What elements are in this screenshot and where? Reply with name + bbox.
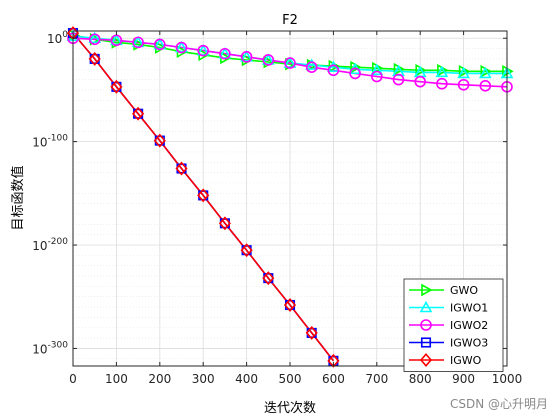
- y-tick-label: 10-100: [32, 134, 68, 150]
- data-point: [420, 319, 432, 331]
- series-markers: [66, 26, 514, 368]
- legend-label-igwo1: IGWO1: [450, 302, 488, 315]
- y-tick-label: 10-300: [32, 340, 68, 356]
- data-point: [240, 243, 253, 258]
- data-point: [479, 79, 492, 92]
- data-point: [110, 33, 123, 46]
- x-axis-label: 迭代次数: [264, 400, 316, 416]
- chart-title: F2: [282, 13, 298, 28]
- data-point: [478, 66, 492, 79]
- data-point: [327, 353, 340, 368]
- data-point: [219, 47, 231, 60]
- y-tick-label: 100: [47, 30, 68, 46]
- data-point: [327, 64, 340, 77]
- data-point: [88, 33, 101, 46]
- data-point: [88, 51, 101, 66]
- data-point: [132, 106, 145, 121]
- data-point: [419, 353, 433, 367]
- data-point: [414, 75, 427, 88]
- series-line-igwo2: [72, 37, 508, 88]
- data-point: [305, 61, 318, 73]
- data-point: [196, 43, 210, 56]
- x-tick-label: 800: [409, 372, 432, 386]
- data-point: [419, 300, 433, 313]
- legend-label-gwo: GWO: [450, 284, 478, 297]
- data-point: [218, 216, 231, 231]
- data-point: [88, 31, 102, 44]
- data-point: [132, 36, 144, 49]
- data-point: [261, 53, 275, 65]
- data-point: [240, 50, 253, 62]
- y-axis-label: 目标函数值: [10, 165, 26, 230]
- data-point: [197, 188, 210, 203]
- x-tick-label: 300: [192, 372, 215, 386]
- series-line-igwo: [72, 32, 335, 362]
- y-tick-label: 10-200: [32, 237, 68, 253]
- x-tick-label: 900: [452, 372, 475, 386]
- data-point: [305, 325, 318, 340]
- x-tick-label: 400: [235, 372, 258, 386]
- x-tick-label: 200: [148, 372, 171, 386]
- data-point: [197, 44, 209, 57]
- data-point: [262, 54, 275, 66]
- legend-label-igwo: IGWO: [450, 354, 482, 367]
- data-point: [175, 161, 188, 176]
- data-point: [131, 35, 145, 48]
- legend-label-igwo3: IGWO3: [450, 337, 488, 350]
- data-point: [436, 77, 448, 90]
- data-point: [457, 66, 470, 79]
- axes-ticks: 0 100 200 300 400 500 600 700 800 900 1000 100 10-10…: [32, 30, 522, 386]
- x-tick-label: 1000: [492, 372, 523, 386]
- series-lines: [72, 32, 508, 362]
- data-point: [283, 298, 297, 312]
- x-tick-label: 0: [69, 372, 77, 386]
- data-point: [153, 133, 166, 148]
- data-point: [218, 47, 232, 59]
- data-point: [420, 337, 432, 348]
- x-tick-label: 700: [365, 372, 388, 386]
- data-point: [283, 56, 297, 68]
- legend: GWO IGWO1 IGWO2 IGWO3 IGWO: [403, 278, 504, 372]
- data-point: [305, 58, 319, 70]
- data-point: [457, 78, 470, 91]
- data-point: [370, 70, 383, 83]
- watermark-text: CSDN @心升明月: [449, 397, 548, 411]
- data-point: [421, 283, 433, 297]
- data-point: [153, 37, 167, 50]
- data-point: [240, 51, 253, 63]
- data-point: [392, 73, 405, 86]
- data-point: [284, 57, 296, 69]
- x-tick-label: 600: [322, 372, 345, 386]
- data-point: [370, 63, 384, 76]
- data-point: [110, 79, 123, 94]
- x-tick-label: 500: [279, 372, 302, 386]
- x-tick-label: 100: [105, 372, 128, 386]
- data-point: [175, 41, 188, 54]
- data-point: [435, 65, 449, 78]
- data-point: [349, 67, 361, 80]
- data-point: [175, 40, 188, 53]
- data-point: [110, 34, 123, 47]
- series-line-gwo: [72, 34, 507, 73]
- data-point: [154, 38, 166, 51]
- data-point: [262, 271, 275, 286]
- legend-label-igwo2: IGWO2: [450, 319, 488, 332]
